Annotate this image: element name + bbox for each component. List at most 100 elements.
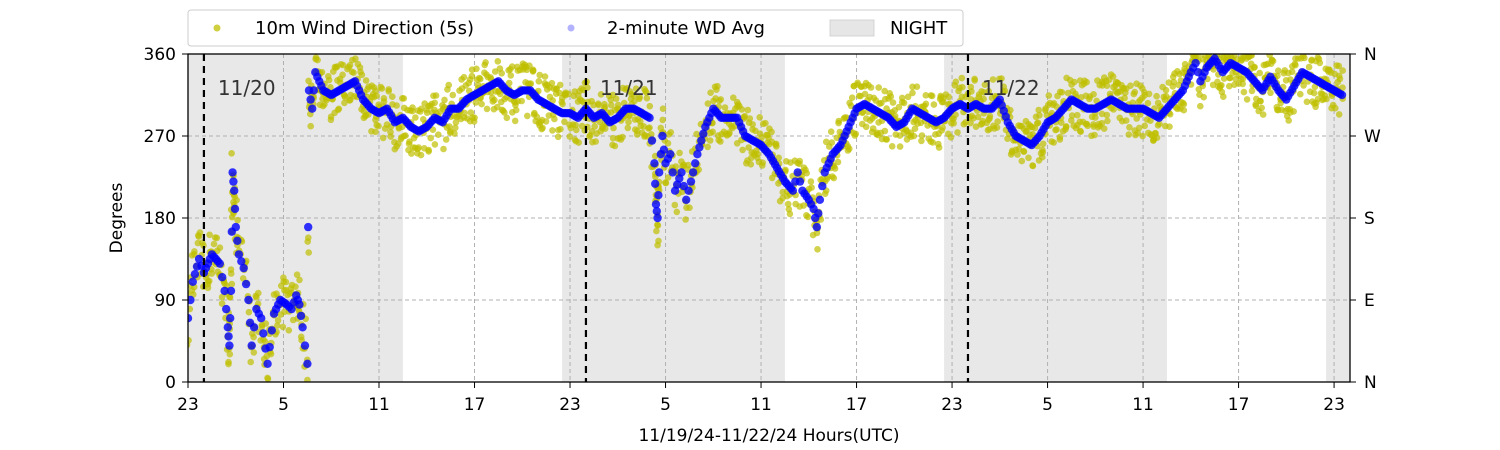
wind-5s-point xyxy=(968,88,975,95)
x-axis-ticks: 23 5 11 17 23 5 11 17 23 5 11 17 23 xyxy=(177,382,1345,415)
wind-5s-point xyxy=(1300,82,1307,89)
wind-5s-point xyxy=(234,216,241,224)
wind-5s-point xyxy=(768,128,775,136)
wind-5s-point xyxy=(586,133,593,140)
wind-5s-point xyxy=(800,202,807,209)
wind-5s-point xyxy=(508,63,516,70)
wind-5s-point xyxy=(648,131,655,138)
wind-5s-point xyxy=(1248,54,1255,59)
wind-5s-point xyxy=(191,248,198,255)
wind-5s-point xyxy=(1326,66,1333,74)
wind-5s-point xyxy=(918,132,926,139)
wind-5s-point xyxy=(461,109,468,117)
wind-5s-point xyxy=(929,139,936,146)
wind-5s-point xyxy=(741,112,749,120)
wind-5s-point xyxy=(1126,124,1133,131)
wind-5s-point xyxy=(498,70,506,77)
wind-5s-point xyxy=(756,114,763,121)
wind-5s-point xyxy=(431,99,439,107)
wind-5s-point xyxy=(993,124,1001,131)
wind-2min-point xyxy=(653,213,662,223)
y2-tick-label: N xyxy=(1364,45,1377,65)
wind-5s-point xyxy=(835,119,842,127)
wind-2min-point xyxy=(815,195,825,204)
wind-5s-point xyxy=(505,79,513,87)
wind-5s-point xyxy=(245,308,253,316)
wind-5s-point xyxy=(607,96,615,104)
wind-5s-point xyxy=(747,161,755,168)
wind-5s-point xyxy=(279,323,287,331)
wind-5s-point xyxy=(830,174,838,182)
wind-2min-point xyxy=(224,332,233,341)
wind-2min-point xyxy=(814,209,823,218)
wind-5s-point xyxy=(449,91,457,99)
y-tick-label: 90 xyxy=(154,291,176,311)
wind-2min-point xyxy=(230,186,239,195)
wind-5s-point xyxy=(226,350,234,358)
wind-5s-point xyxy=(446,123,453,130)
wind-2min-point xyxy=(225,341,234,350)
wind-5s-point xyxy=(1274,72,1281,80)
wind-2min-point xyxy=(241,279,251,289)
wind-5s-point xyxy=(646,124,653,131)
wind-5s-point xyxy=(671,201,679,209)
wind-5s-point xyxy=(704,143,711,151)
wind-5s-point xyxy=(566,133,574,140)
wind-2min-point xyxy=(287,304,296,314)
wind-5s-point xyxy=(1045,92,1053,99)
wind-5s-point xyxy=(721,104,729,111)
wind-2min-point xyxy=(188,295,195,305)
wind-5s-point xyxy=(1180,100,1188,108)
wind-5s-point xyxy=(518,97,525,105)
wind-5s-point xyxy=(1162,86,1170,94)
wind-5s-point xyxy=(654,222,662,229)
wind-5s-point xyxy=(1083,120,1091,128)
wind-2min-point xyxy=(295,300,304,309)
wind-5s-point xyxy=(981,81,989,88)
wind-2min-point xyxy=(697,136,706,145)
wind-5s-point xyxy=(477,75,484,83)
wind-5s-point xyxy=(1068,112,1076,119)
wind-5s-point xyxy=(573,126,580,134)
wind-5s-point xyxy=(417,151,425,159)
x-axis-title: 11/19/24-11/22/24 Hours(UTC) xyxy=(638,426,899,446)
wind-5s-point xyxy=(512,106,520,114)
wind-5s-point xyxy=(1153,134,1161,141)
wind-5s-point xyxy=(195,232,202,239)
wind-5s-point xyxy=(352,55,359,62)
wind-5s-point xyxy=(1110,106,1117,113)
wind-2min-point xyxy=(788,186,798,195)
wind-2min-point xyxy=(699,129,708,138)
wind-5s-point xyxy=(535,78,543,85)
wind-5s-point xyxy=(1056,133,1064,141)
x-tick-label: 23 xyxy=(941,395,963,415)
wind-5s-point xyxy=(460,73,468,81)
wind-5s-point xyxy=(1103,82,1111,89)
wind-5s-point xyxy=(205,277,213,285)
wind-5s-point xyxy=(250,349,258,356)
wind-5s-point xyxy=(558,98,565,106)
wind-5s-point xyxy=(617,136,625,143)
wind-5s-point xyxy=(667,129,675,136)
wind-5s-point xyxy=(341,92,348,99)
wind-5s-point xyxy=(1100,125,1108,132)
wind-5s-point xyxy=(796,157,803,165)
wind-2min-point xyxy=(647,136,657,145)
wind-5s-point xyxy=(775,154,782,162)
wind-5s-point xyxy=(980,95,987,103)
wind-5s-point xyxy=(1197,102,1204,110)
wind-5s-point xyxy=(759,159,766,166)
wind-5s-point xyxy=(385,86,393,93)
wind-5s-point xyxy=(427,134,435,142)
wind-2min-point xyxy=(652,207,661,216)
y-axis-title: Degrees xyxy=(107,182,127,253)
wind-5s-point xyxy=(922,100,930,108)
wind-direction-2min-avg-series xyxy=(188,54,1347,368)
wind-5s-point xyxy=(1335,111,1343,118)
x-tick-label: 23 xyxy=(177,395,199,415)
wind-5s-point xyxy=(739,146,746,154)
wind-5s-point xyxy=(1290,108,1297,115)
wind-2min-point xyxy=(654,191,663,200)
wind-5s-point xyxy=(218,300,226,307)
wind-5s-point xyxy=(1335,62,1343,70)
